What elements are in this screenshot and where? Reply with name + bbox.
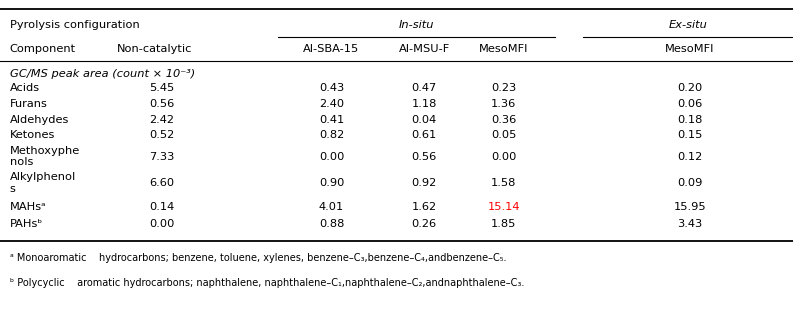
Text: 0.14: 0.14	[149, 202, 174, 212]
Text: Aldehydes: Aldehydes	[10, 115, 69, 125]
Text: In-situ: In-situ	[399, 20, 434, 30]
Text: 5.45: 5.45	[149, 83, 174, 93]
Text: Alkylphenol
s: Alkylphenol s	[10, 172, 76, 194]
Text: 2.42: 2.42	[149, 115, 174, 125]
Text: 15.14: 15.14	[488, 202, 519, 212]
Text: 0.47: 0.47	[412, 83, 437, 93]
Text: 1.58: 1.58	[491, 178, 516, 188]
Text: Ketones: Ketones	[10, 130, 55, 140]
Text: 2.40: 2.40	[319, 99, 344, 109]
Text: Pyrolysis configuration: Pyrolysis configuration	[10, 20, 140, 30]
Text: 4.01: 4.01	[319, 202, 344, 212]
Text: 6.60: 6.60	[149, 178, 174, 188]
Text: 0.56: 0.56	[149, 99, 174, 109]
Text: 1.18: 1.18	[412, 99, 437, 109]
Text: 1.36: 1.36	[491, 99, 516, 109]
Text: 1.62: 1.62	[412, 202, 437, 212]
Text: Furans: Furans	[10, 99, 48, 109]
Text: Al-MSU-F: Al-MSU-F	[399, 44, 450, 54]
Text: 0.43: 0.43	[319, 83, 344, 93]
Text: 3.43: 3.43	[677, 219, 703, 229]
Text: 0.82: 0.82	[319, 130, 344, 140]
Text: 0.15: 0.15	[677, 130, 703, 140]
Text: 0.23: 0.23	[491, 83, 516, 93]
Text: 0.04: 0.04	[412, 115, 437, 125]
Text: 0.06: 0.06	[677, 99, 703, 109]
Text: 0.61: 0.61	[412, 130, 437, 140]
Text: 0.52: 0.52	[149, 130, 174, 140]
Text: MesoMFI: MesoMFI	[665, 44, 714, 54]
Text: 0.18: 0.18	[677, 115, 703, 125]
Text: 0.36: 0.36	[491, 115, 516, 125]
Text: PAHsᵇ: PAHsᵇ	[10, 219, 43, 229]
Text: 0.92: 0.92	[412, 178, 437, 188]
Text: Non-catalytic: Non-catalytic	[117, 44, 193, 54]
Text: 0.00: 0.00	[149, 219, 174, 229]
Text: Component: Component	[10, 44, 75, 54]
Text: Al-SBA-15: Al-SBA-15	[304, 44, 359, 54]
Text: 0.00: 0.00	[319, 151, 344, 162]
Text: MAHsᵃ: MAHsᵃ	[10, 202, 46, 212]
Text: 15.95: 15.95	[673, 202, 707, 212]
Text: 0.12: 0.12	[677, 151, 703, 162]
Text: 7.33: 7.33	[149, 151, 174, 162]
Text: 0.41: 0.41	[319, 115, 344, 125]
Text: 0.20: 0.20	[677, 83, 703, 93]
Text: 0.00: 0.00	[491, 151, 516, 162]
Text: 0.26: 0.26	[412, 219, 437, 229]
Text: 0.88: 0.88	[319, 219, 344, 229]
Text: GC/MS peak area (count × 10⁻³): GC/MS peak area (count × 10⁻³)	[10, 69, 195, 79]
Text: Acids: Acids	[10, 83, 40, 93]
Text: ᵇ Polycyclic    aromatic hydrocarbons; naphthalene, naphthalene–C₁,naphthalene–C: ᵇ Polycyclic aromatic hydrocarbons; naph…	[10, 278, 524, 288]
Text: 0.56: 0.56	[412, 151, 437, 162]
Text: 1.85: 1.85	[491, 219, 516, 229]
Text: 0.09: 0.09	[677, 178, 703, 188]
Text: 0.05: 0.05	[491, 130, 516, 140]
Text: Methoxyphe
nols: Methoxyphe nols	[10, 146, 80, 167]
Text: MesoMFI: MesoMFI	[479, 44, 528, 54]
Text: Ex-situ: Ex-situ	[668, 20, 707, 30]
Text: 0.90: 0.90	[319, 178, 344, 188]
Text: ᵃ Monoaromatic    hydrocarbons; benzene, toluene, xylenes, benzene–C₃,benzene–C₄: ᵃ Monoaromatic hydrocarbons; benzene, to…	[10, 253, 506, 263]
